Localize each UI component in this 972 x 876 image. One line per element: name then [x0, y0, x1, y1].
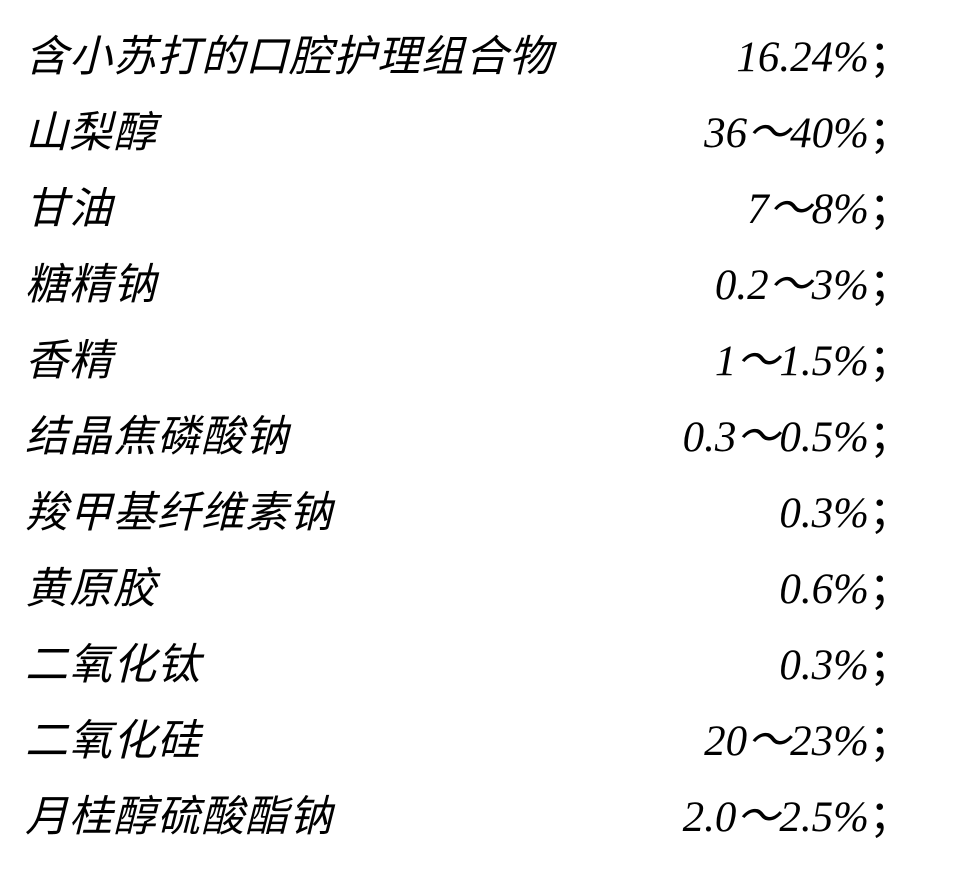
table-row: 二氧化钛 0.3%；	[25, 628, 912, 704]
table-row: 月桂醇硫酸酯钠 2.0～2.5%；	[25, 780, 912, 856]
ingredient-name: 黄原胶	[25, 552, 157, 628]
table-row: 香精 1～1.5%；	[25, 324, 912, 400]
ingredient-name: 含小苏打的口腔护理组合物	[25, 20, 553, 96]
table-row: 二氧化硅 20～23%；	[25, 704, 912, 780]
ingredient-value: 0.3%；	[779, 628, 912, 704]
table-row: 含小苏打的口腔护理组合物 16.24%；	[25, 20, 912, 96]
table-row: 结晶焦磷酸钠 0.3～0.5%；	[25, 400, 912, 476]
ingredient-value: 20～23%；	[704, 704, 912, 780]
ingredient-name: 羧甲基纤维素钠	[25, 476, 333, 552]
table-row: 黄原胶 0.6%；	[25, 552, 912, 628]
ingredient-name: 二氧化硅	[25, 704, 201, 780]
ingredient-value: 16.24%；	[736, 20, 912, 96]
table-row: 山梨醇 36～40%；	[25, 96, 912, 172]
ingredient-value: 0.3%；	[779, 476, 912, 552]
table-row: 甘油 7～8%；	[25, 172, 912, 248]
ingredient-name: 山梨醇	[25, 96, 157, 172]
table-row: 糖精钠 0.2～3%；	[25, 248, 912, 324]
ingredient-name: 二氧化钛	[25, 628, 201, 704]
ingredient-value: 7～8%；	[747, 172, 912, 248]
ingredient-value: 0.3～0.5%；	[683, 400, 912, 476]
ingredient-name: 结晶焦磷酸钠	[25, 400, 289, 476]
ingredient-table: 含小苏打的口腔护理组合物 16.24%； 山梨醇 36～40%； 甘油 7～8%…	[0, 0, 972, 876]
ingredient-name: 甘油	[25, 172, 113, 248]
ingredient-value: 2.0～2.5%；	[683, 780, 912, 856]
table-row: 羧甲基纤维素钠 0.3%；	[25, 476, 912, 552]
ingredient-name: 糖精钠	[25, 248, 157, 324]
ingredient-value: 0.6%；	[779, 552, 912, 628]
ingredient-value: 36～40%；	[704, 96, 912, 172]
ingredient-name: 月桂醇硫酸酯钠	[25, 780, 333, 856]
ingredient-value: 0.2～3%；	[715, 248, 912, 324]
ingredient-value: 1～1.5%；	[715, 324, 912, 400]
ingredient-name: 香精	[25, 324, 113, 400]
